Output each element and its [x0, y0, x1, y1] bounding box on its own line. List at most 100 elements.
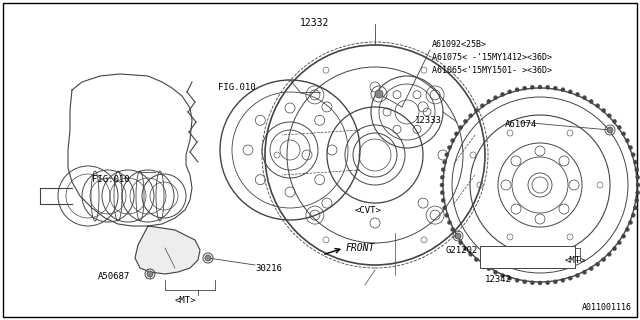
Circle shape: [515, 278, 519, 282]
Polygon shape: [135, 226, 200, 274]
Circle shape: [445, 153, 449, 157]
Circle shape: [589, 267, 593, 270]
Circle shape: [441, 168, 445, 172]
Circle shape: [445, 213, 449, 217]
Circle shape: [625, 228, 629, 231]
Circle shape: [205, 255, 211, 261]
Text: <CVT>: <CVT>: [355, 206, 382, 215]
Circle shape: [481, 104, 484, 108]
Circle shape: [636, 191, 640, 195]
Circle shape: [455, 233, 461, 239]
Circle shape: [447, 220, 451, 225]
Circle shape: [523, 280, 527, 284]
Circle shape: [589, 100, 593, 103]
Circle shape: [459, 125, 463, 129]
Circle shape: [459, 241, 463, 244]
Circle shape: [625, 139, 629, 142]
Text: A61065<'15MY1501- ><36D>: A61065<'15MY1501- ><36D>: [432, 66, 552, 75]
Circle shape: [443, 160, 447, 164]
Circle shape: [607, 127, 613, 133]
Circle shape: [531, 85, 534, 89]
Circle shape: [440, 183, 444, 187]
Text: 30216: 30216: [255, 264, 282, 273]
Text: FIG.010: FIG.010: [92, 175, 130, 184]
Circle shape: [621, 234, 625, 238]
Circle shape: [531, 281, 534, 285]
Text: A011001116: A011001116: [582, 303, 632, 312]
Circle shape: [454, 132, 458, 136]
Circle shape: [487, 100, 491, 103]
Circle shape: [602, 258, 605, 261]
Text: FRONT: FRONT: [346, 243, 376, 253]
Circle shape: [561, 88, 565, 92]
Circle shape: [582, 270, 586, 274]
Circle shape: [463, 247, 467, 251]
Circle shape: [441, 198, 445, 202]
Circle shape: [575, 274, 579, 277]
Circle shape: [628, 146, 632, 149]
Circle shape: [500, 92, 504, 96]
Text: G21202: G21202: [445, 246, 477, 255]
Circle shape: [474, 258, 478, 261]
Circle shape: [568, 90, 572, 94]
Circle shape: [487, 267, 491, 270]
Circle shape: [546, 85, 550, 89]
Circle shape: [508, 276, 512, 280]
Circle shape: [493, 270, 497, 274]
Circle shape: [618, 241, 621, 244]
Circle shape: [493, 96, 497, 100]
Circle shape: [500, 274, 504, 277]
Circle shape: [636, 175, 640, 179]
Text: A61092<25B>: A61092<25B>: [432, 40, 487, 49]
Circle shape: [568, 276, 572, 280]
Text: 12342: 12342: [484, 275, 511, 284]
Circle shape: [628, 220, 632, 225]
Circle shape: [147, 271, 153, 277]
Circle shape: [546, 281, 550, 285]
Circle shape: [523, 86, 527, 90]
Circle shape: [635, 198, 639, 202]
Circle shape: [515, 88, 519, 92]
Circle shape: [538, 85, 542, 89]
Circle shape: [602, 108, 605, 113]
Circle shape: [607, 114, 611, 118]
Circle shape: [474, 108, 478, 113]
Circle shape: [468, 114, 473, 118]
Text: 12332: 12332: [300, 18, 330, 28]
Circle shape: [468, 252, 473, 256]
Text: 12333: 12333: [415, 116, 442, 125]
Circle shape: [575, 92, 579, 96]
Text: <MT>: <MT>: [565, 256, 586, 265]
Circle shape: [554, 280, 557, 284]
Circle shape: [621, 132, 625, 136]
FancyBboxPatch shape: [480, 246, 575, 268]
Circle shape: [561, 278, 565, 282]
Circle shape: [443, 206, 447, 210]
Circle shape: [634, 206, 637, 210]
Circle shape: [596, 262, 600, 266]
Text: A61075< -'15MY1412><36D>: A61075< -'15MY1412><36D>: [432, 53, 552, 62]
Circle shape: [596, 104, 600, 108]
Circle shape: [440, 191, 444, 195]
Circle shape: [612, 247, 616, 251]
Circle shape: [508, 90, 512, 94]
Circle shape: [375, 90, 383, 98]
Circle shape: [454, 234, 458, 238]
Circle shape: [451, 228, 454, 231]
Text: A61074: A61074: [505, 120, 537, 129]
Circle shape: [538, 281, 542, 285]
Circle shape: [631, 153, 636, 157]
Circle shape: [634, 160, 637, 164]
Circle shape: [463, 119, 467, 123]
Circle shape: [635, 168, 639, 172]
Circle shape: [447, 146, 451, 149]
Circle shape: [636, 183, 640, 187]
Circle shape: [607, 252, 611, 256]
Circle shape: [582, 96, 586, 100]
Circle shape: [440, 175, 444, 179]
Circle shape: [612, 119, 616, 123]
Circle shape: [451, 139, 454, 142]
Circle shape: [554, 86, 557, 90]
Circle shape: [481, 262, 484, 266]
Circle shape: [618, 125, 621, 129]
